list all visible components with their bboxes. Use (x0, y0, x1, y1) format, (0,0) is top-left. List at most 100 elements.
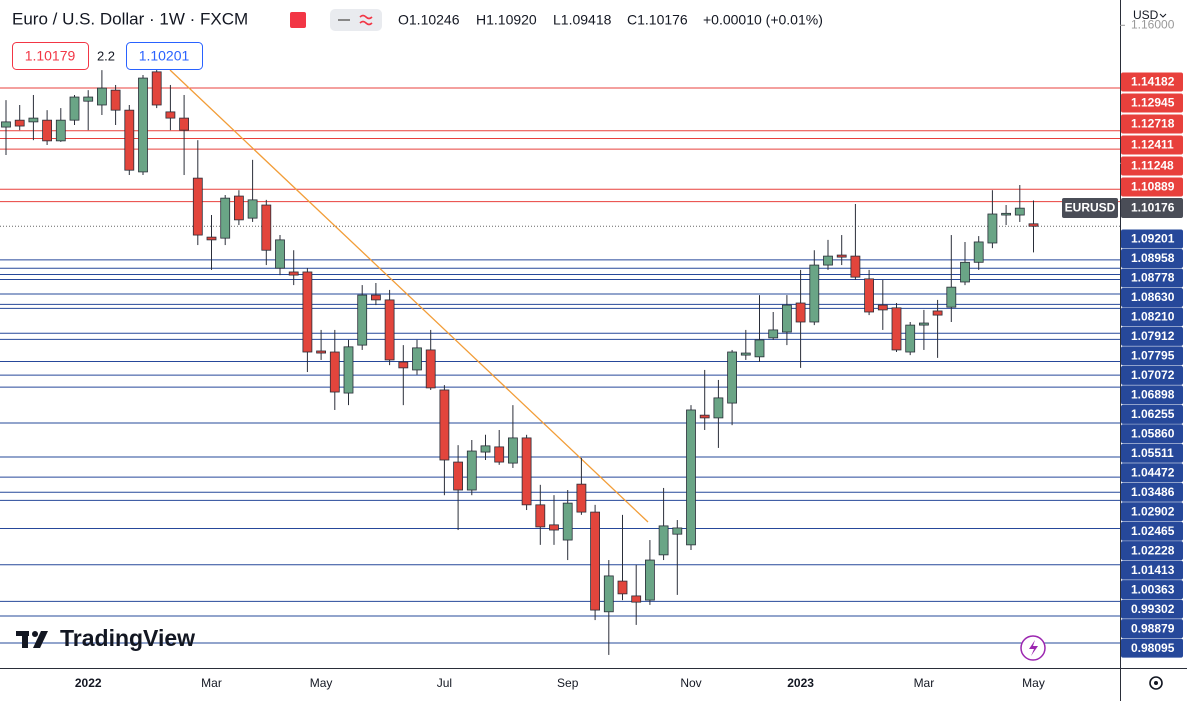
price-label: 1.06898 (1131, 388, 1175, 402)
indicator-toggle[interactable] (330, 9, 382, 31)
ohlc-high: H1.10920 (476, 12, 537, 28)
price-label-box (1121, 326, 1183, 346)
candle-body (535, 504, 546, 528)
candle-body (412, 347, 422, 371)
price-label: 1.14182 (1131, 75, 1175, 89)
price-label-box (1121, 229, 1183, 249)
candle-body (14, 119, 25, 127)
candle-body (782, 304, 792, 333)
price-label: 1.12411 (1131, 138, 1174, 152)
candle-body (329, 351, 340, 393)
candle-body (261, 204, 272, 251)
x-tick-label: 2022 (75, 676, 102, 690)
flag-icon[interactable] (290, 12, 306, 28)
ohlc-low: L1.09418 (553, 12, 612, 28)
candle-body (220, 197, 231, 239)
candle-body (453, 461, 464, 491)
icon (359, 14, 373, 26)
price-label-box (1121, 599, 1183, 619)
candle-body (1028, 223, 1039, 227)
candle-body (727, 351, 737, 404)
price-label-box (1121, 177, 1183, 197)
price-label: 1.01413 (1131, 563, 1175, 577)
candle-body (973, 241, 984, 263)
ohlc-close: C1.10176 (627, 12, 688, 28)
candle-body (370, 294, 381, 301)
sell-price[interactable]: 1.10179 (25, 48, 76, 64)
candle-body (233, 195, 244, 221)
candle-body (631, 595, 642, 603)
price-label: 1.07072 (1131, 368, 1175, 382)
candle-body (850, 255, 861, 278)
price-label: 0.98879 (1131, 621, 1175, 635)
price-label-box (1121, 72, 1183, 92)
x-tick-label: May (310, 676, 333, 690)
price-label: 1.08958 (1131, 251, 1175, 265)
price-label-box (1121, 443, 1183, 463)
candle-body (110, 89, 121, 111)
last-price-label: 1.10176 (1131, 201, 1175, 215)
last-price-box (1121, 198, 1183, 218)
price-label: 1.10889 (1131, 180, 1175, 194)
candle-body (905, 324, 916, 353)
price-label-box (1121, 541, 1183, 561)
price-label-box (1121, 385, 1183, 405)
price-label: 1.03486 (1131, 485, 1175, 499)
candle-body (521, 437, 532, 506)
buy-price[interactable]: 1.10201 (139, 48, 190, 64)
price-label-box (1121, 114, 1183, 134)
candle-body (549, 524, 559, 531)
candle-body (439, 389, 450, 461)
price-label-box (1121, 482, 1183, 502)
x-tick-label: May (1022, 676, 1045, 690)
candle-body (699, 414, 710, 419)
x-tick-label: Jul (437, 676, 452, 690)
price-label-box (1121, 135, 1183, 155)
price-axis-labels: 1.160001.120001.141821.129451.127181.124… (1120, 17, 1183, 658)
logo-shape (22, 631, 28, 648)
candle-body (946, 286, 957, 308)
price-label: 1.11248 (1131, 159, 1174, 173)
logo-shape (33, 631, 48, 648)
price-label-box (1121, 268, 1183, 288)
candle-body (877, 304, 888, 311)
price-label: 1.02465 (1131, 524, 1175, 538)
candle-body (55, 119, 66, 142)
price-label: 1.12718 (1131, 117, 1175, 131)
price-label: 0.99302 (1131, 602, 1175, 616)
candle-body (713, 397, 724, 419)
candle-body (124, 109, 135, 171)
candle-body (645, 559, 655, 601)
dropdown-icon (1159, 13, 1167, 18)
currency[interactable]: USD (1133, 8, 1159, 22)
candle-body (1014, 207, 1025, 216)
price-label-box (1121, 93, 1183, 113)
logo-shape (32, 631, 38, 637)
logo-text: TradingView (60, 625, 195, 651)
candle-body (919, 322, 929, 326)
buy-button[interactable] (126, 42, 203, 70)
price-label-box (1121, 307, 1183, 327)
candle-body (809, 264, 820, 323)
sell-button[interactable] (12, 42, 89, 70)
candle-body (302, 271, 313, 353)
candle-body (932, 310, 943, 316)
candle-body (672, 527, 683, 535)
candle-body (617, 580, 628, 595)
candle-body (192, 177, 203, 236)
candle-body (288, 271, 299, 276)
candle-body (165, 111, 176, 119)
settings-button[interactable] (1149, 676, 1163, 690)
candle-body (823, 255, 833, 266)
price-label: 1.07795 (1131, 349, 1175, 363)
price-label-box (1121, 287, 1183, 307)
plot-area (0, 87, 1120, 644)
icon (1154, 681, 1158, 685)
candle-body (466, 450, 477, 491)
symbol-tag: EURUSD (1065, 201, 1116, 215)
candle-body (275, 239, 285, 269)
price-label: 1.08210 (1131, 310, 1175, 324)
price-label: 1.04472 (1131, 465, 1175, 479)
price-label-box (1121, 365, 1183, 385)
